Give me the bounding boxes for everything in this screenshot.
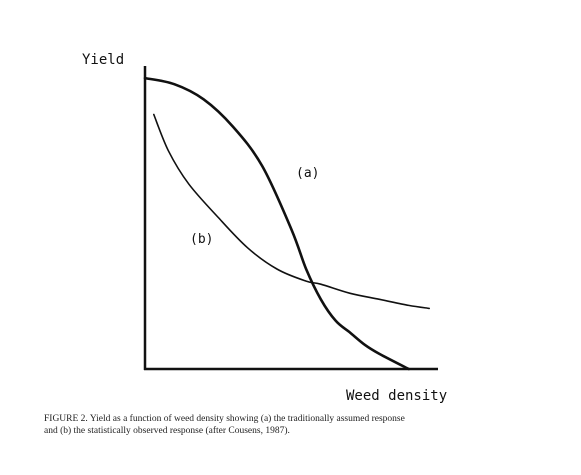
chart-axes	[143, 66, 438, 371]
curve-label-b: (b)	[190, 232, 213, 247]
chart-labels-layer: Yield Weed density (a) (b)	[82, 52, 447, 404]
series-line-a	[143, 76, 410, 371]
curve-label-a: (a)	[296, 166, 319, 181]
series-line-b	[153, 113, 430, 310]
chart-series-layer	[143, 76, 430, 371]
caption-line-1: FIGURE 2. Yield as a function of weed de…	[44, 414, 405, 424]
figure-caption: FIGURE 2. Yield as a function of weed de…	[44, 413, 564, 437]
y-axis-label: Yield	[82, 52, 124, 68]
caption-line-2: and (b) the statistically observed respo…	[44, 426, 290, 436]
x-axis-label: Weed density	[346, 388, 447, 404]
